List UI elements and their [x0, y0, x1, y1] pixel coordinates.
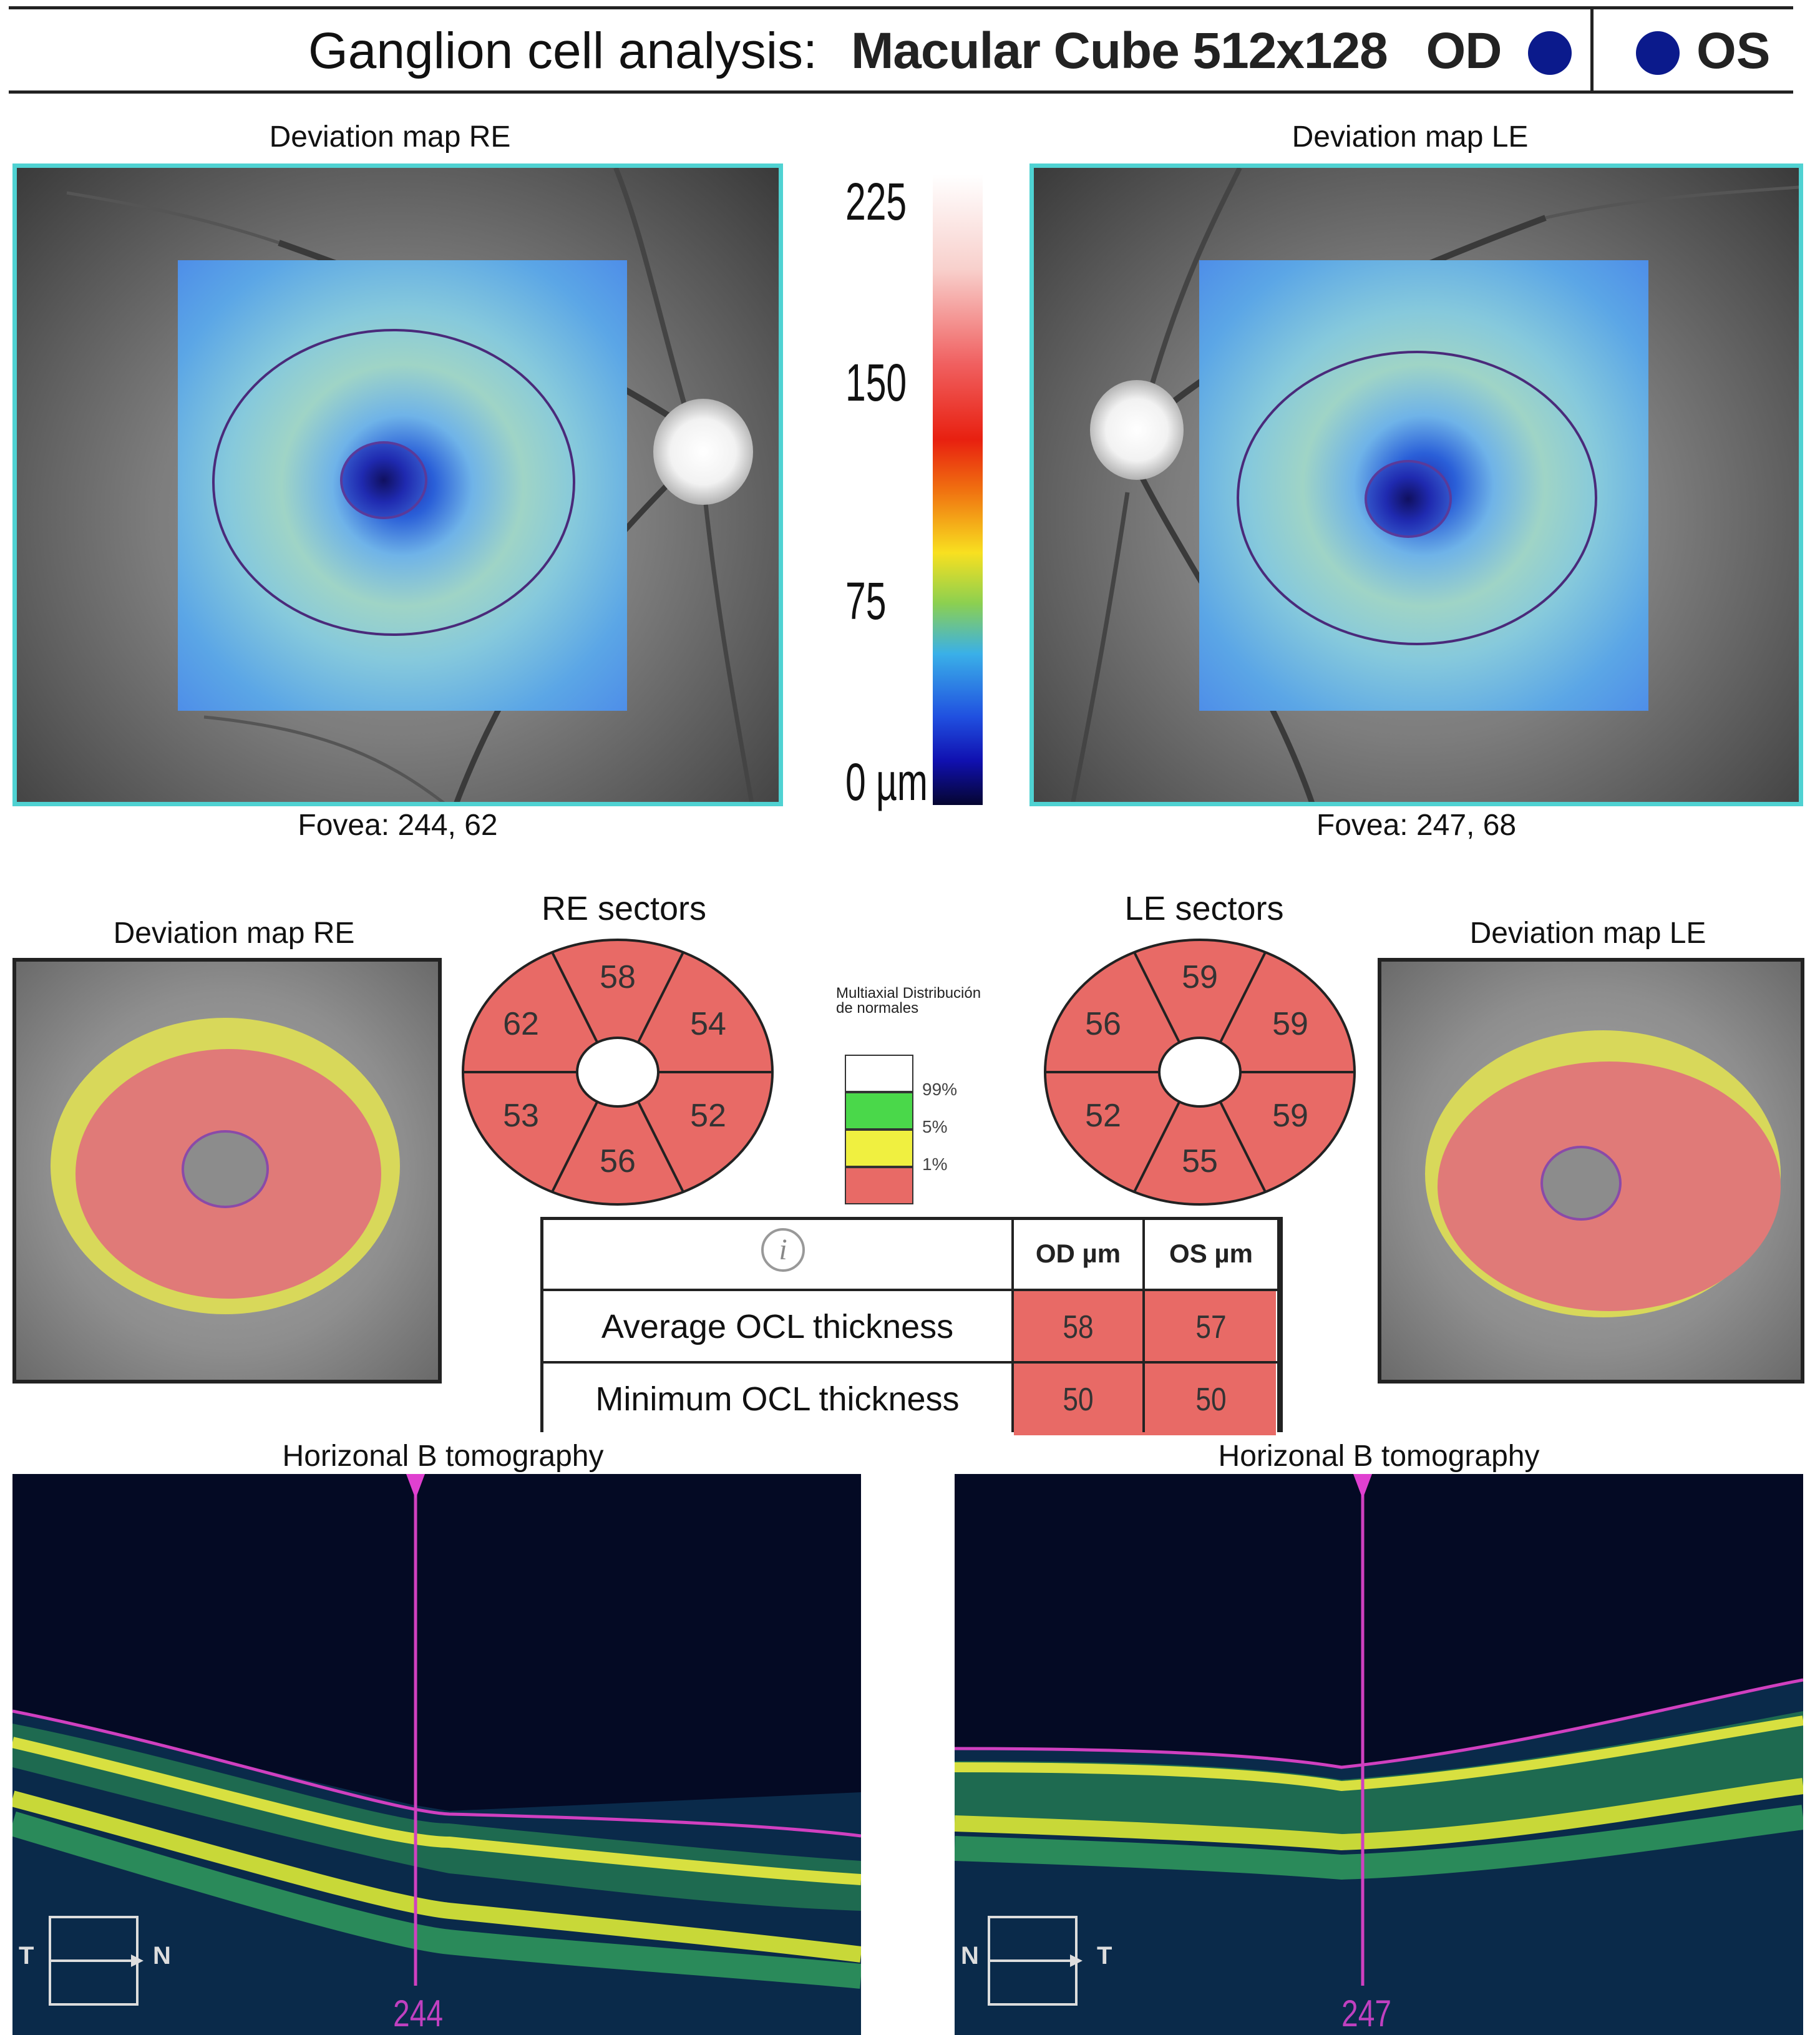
le-deviation-center [1540, 1146, 1622, 1221]
le-sectors-title: LE sectors [1124, 890, 1284, 927]
re-sector-superior: 58 [600, 959, 636, 995]
legend-red-swatch [845, 1167, 913, 1204]
table-col-divider [1142, 1220, 1145, 1432]
re-sector-inferior: 56 [600, 1143, 636, 1179]
re-optic-disc [653, 399, 753, 505]
header-divider [1590, 9, 1594, 90]
legend-title: Multiaxial Distribución de normales [836, 985, 981, 1017]
le-nasal-marker: N [961, 1942, 979, 1969]
col-header-od: OD µm [1035, 1239, 1121, 1268]
le-gcl-thickness-map [1199, 260, 1648, 711]
le-optic-disc [1090, 380, 1184, 480]
re-fovea-marker [340, 441, 427, 519]
minimum-os-value: 50 [1195, 1382, 1227, 1418]
le-fundus-image [1029, 163, 1803, 806]
le-deviation-map [1378, 958, 1804, 1384]
table-row-divider [543, 1361, 1280, 1364]
le-sector-inferior: 55 [1182, 1143, 1218, 1179]
exam-protocol: Macular Cube 512x128 [851, 22, 1388, 79]
le-tomography-title: Horizonal B tomography [1218, 1440, 1540, 1473]
le-sector-superior: 59 [1182, 959, 1218, 995]
le-deviation-title: Deviation map LE [1292, 120, 1529, 154]
le-macula-ellipse [1237, 351, 1597, 645]
re-sectors-title: RE sectors [541, 890, 707, 927]
le-fovea-marker [1365, 460, 1452, 538]
legend-label-99: 99% [922, 1080, 958, 1099]
od-eye-dot-icon [1528, 31, 1572, 75]
average-os-value: 57 [1195, 1309, 1227, 1345]
table-col-divider [1011, 1220, 1014, 1432]
le-sector-superotemporal: 59 [1272, 1006, 1308, 1042]
le-small-deviation-title: Deviation map LE [1469, 917, 1706, 950]
os-eye-dot-icon [1636, 31, 1680, 75]
re-tomography-title: Horizonal B tomography [282, 1440, 604, 1473]
re-fovea-coords: Fovea: 244, 62 [298, 809, 498, 842]
le-sector-superonasal: 56 [1085, 1006, 1121, 1042]
le-temporal-marker: T [1097, 1942, 1112, 1969]
legend-label-1: 1% [922, 1154, 948, 1174]
row-label-average: Average OCL thickness [601, 1308, 954, 1345]
normative-legend: Multiaxial Distribución de normales 99% … [836, 986, 986, 1217]
le-scan-position: 247 [1341, 1993, 1392, 2034]
os-label: OS [1696, 22, 1771, 79]
re-nasal-marker: N [153, 1942, 171, 1969]
ocl-thickness-table: OD µm OS µm Average OCL thickness Minimu… [540, 1217, 1283, 1435]
le-sector-inferotemporal: 59 [1272, 1098, 1308, 1134]
re-small-deviation-title: Deviation map RE [113, 917, 355, 950]
info-icon[interactable]: i [761, 1228, 805, 1272]
le-b-scan: N T 247 [955, 1474, 1803, 2035]
re-deviation-map [12, 958, 442, 1384]
le-sector-chart: 59 59 59 55 52 56 [1044, 939, 1356, 1206]
report-header: Ganglion cell analysis: Macular Cube 512… [9, 6, 1793, 94]
scale-tick-150: 150 [845, 353, 907, 412]
legend-white-swatch [845, 1055, 913, 1092]
thickness-color-scale [933, 175, 983, 805]
re-deviation-title: Deviation map RE [269, 120, 511, 154]
od-label: OD [1426, 22, 1502, 79]
table-row-divider [543, 1289, 1280, 1291]
report-title: Ganglion cell analysis: [308, 22, 817, 79]
re-sector-inferonasal: 52 [690, 1098, 726, 1134]
re-scan-position: 244 [393, 1993, 444, 2034]
re-deviation-center [182, 1130, 269, 1208]
legend-green-swatch [845, 1092, 913, 1130]
re-macula-ellipse [212, 329, 575, 636]
row-label-minimum: Minimum OCL thickness [595, 1380, 960, 1418]
table-col-divider [1277, 1220, 1281, 1432]
minimum-od-value: 50 [1063, 1382, 1094, 1418]
scale-tick-225: 225 [845, 172, 907, 231]
re-temporal-marker: T [19, 1942, 34, 1969]
re-sector-inferotemporal: 53 [503, 1098, 539, 1134]
scale-tick-75: 75 [845, 572, 887, 630]
re-b-scan-layers [12, 1474, 861, 2035]
re-fundus-image [12, 163, 783, 806]
legend-yellow-swatch [845, 1130, 913, 1167]
legend-label-5: 5% [922, 1117, 948, 1136]
re-gcl-thickness-map [178, 260, 627, 711]
re-b-scan: T N 244 [12, 1474, 861, 2035]
re-sector-chart: 58 54 52 56 53 62 [462, 939, 774, 1206]
le-fovea-coords: Fovea: 247, 68 [1316, 809, 1517, 842]
le-b-scan-layers [955, 1474, 1803, 2035]
col-header-os: OS µm [1169, 1239, 1253, 1268]
re-sector-superonasal: 54 [690, 1006, 726, 1042]
exam-name: Macular Cube 512x128 OD [851, 22, 1502, 81]
re-sector-superotemporal: 62 [503, 1006, 539, 1042]
scale-tick-0: 0 µm [845, 753, 928, 811]
le-sector-inferonasal: 52 [1085, 1098, 1121, 1134]
average-od-value: 58 [1063, 1309, 1094, 1345]
